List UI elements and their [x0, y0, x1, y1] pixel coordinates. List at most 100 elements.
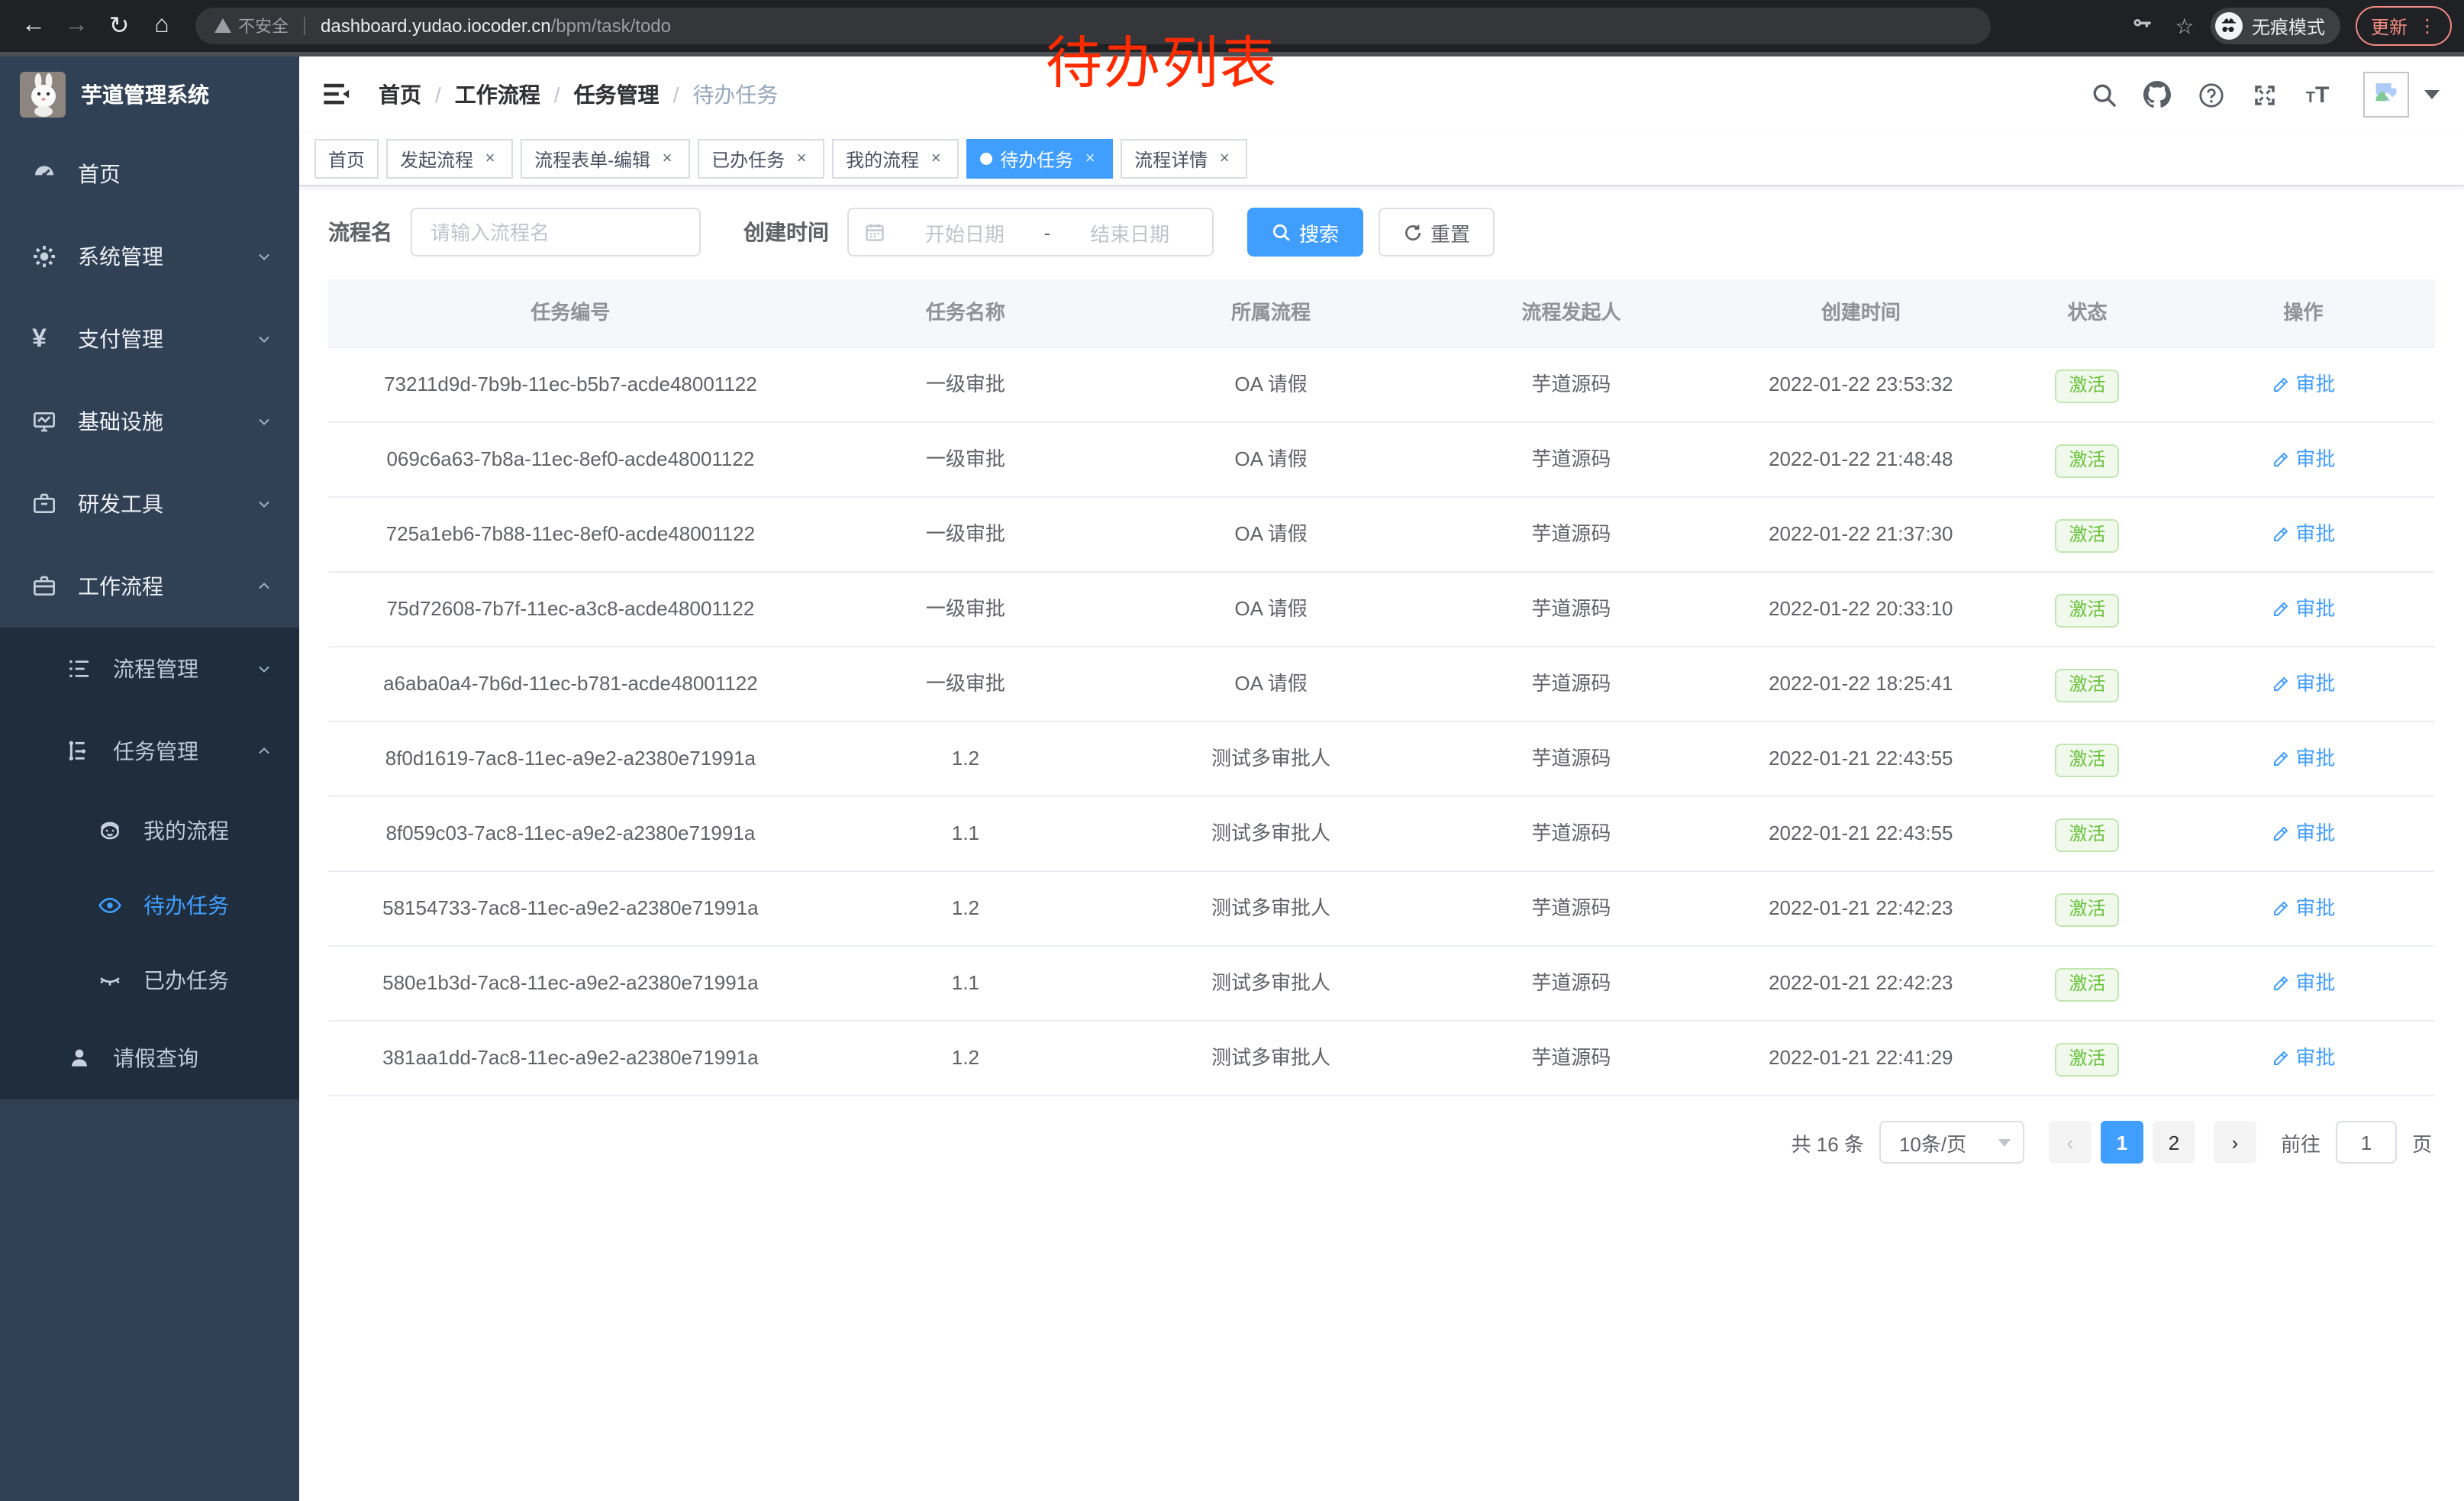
- sidebar-item-10[interactable]: 已办任务: [0, 942, 299, 1017]
- tab-4[interactable]: 我的流程 ×: [832, 139, 959, 179]
- bookmark-star-icon[interactable]: ☆: [2175, 13, 2195, 37]
- approve-link[interactable]: 审批: [2271, 647, 2335, 721]
- goto-page-input[interactable]: [2335, 1121, 2397, 1164]
- broken-image-icon: [2375, 83, 2398, 106]
- cell-create-time: 2022-01-22 18:25:41: [1769, 672, 1953, 695]
- cell-process: OA 请假: [1234, 373, 1308, 395]
- browser-home-icon[interactable]: ⌂: [154, 12, 169, 38]
- approve-link[interactable]: 审批: [2271, 348, 2335, 421]
- breadcrumb-item[interactable]: 工作流程: [454, 82, 540, 107]
- approve-link[interactable]: 审批: [2271, 573, 2335, 646]
- tab-6[interactable]: 流程详情 ×: [1121, 139, 1248, 179]
- cell-process: 测试多审批人: [1211, 1046, 1331, 1069]
- tab-label: 待办任务: [1000, 149, 1074, 170]
- approve-link[interactable]: 审批: [2271, 722, 2335, 796]
- tab-close-icon[interactable]: ×: [1085, 150, 1095, 168]
- chevron-up-icon: [255, 577, 273, 596]
- cell-starter: 芋道源码: [1531, 373, 1611, 395]
- approve-link[interactable]: 审批: [2271, 498, 2335, 571]
- status-badge: 激活: [2055, 967, 2120, 1002]
- fullscreen-icon[interactable]: [2250, 81, 2278, 108]
- column-header: 所属流程: [1231, 301, 1311, 324]
- chrome-update-button[interactable]: 更新 ⋮: [2355, 6, 2452, 46]
- sidebar-item-label: 支付管理: [78, 327, 163, 351]
- browser-reload-icon[interactable]: ↻: [108, 14, 130, 40]
- sidebar-item-label: 工作流程: [78, 574, 163, 599]
- page-button-2[interactable]: 2: [2152, 1121, 2195, 1164]
- cell-action: 审批: [2172, 573, 2435, 646]
- sidebar-item-6[interactable]: 流程管理: [0, 628, 299, 710]
- cell-starter: 芋道源码: [1531, 447, 1611, 470]
- next-page-button[interactable]: ›: [2213, 1121, 2256, 1164]
- chevron-down-icon: [255, 660, 273, 678]
- status-badge: 激活: [2055, 1042, 2120, 1077]
- sidebar-item-0[interactable]: 首页: [0, 133, 299, 215]
- end-date-placeholder[interactable]: 结束日期: [1090, 222, 1170, 245]
- column-header: 流程发起人: [1521, 301, 1621, 324]
- cell-action: 审批: [2172, 947, 2435, 1020]
- sidebar-collapse-icon[interactable]: [321, 78, 354, 111]
- cell-create-time: 2022-01-21 22:41:29: [1769, 1046, 1953, 1069]
- github-icon[interactable]: [2143, 81, 2171, 108]
- tab-close-icon[interactable]: ×: [485, 150, 495, 168]
- browser-forward-icon[interactable]: →: [64, 12, 89, 38]
- address-bar[interactable]: 不安全 dashboard.yudao.iocoder.cn/bpm/task/…: [195, 8, 1991, 44]
- cell-action: 审批: [2172, 348, 2435, 421]
- sidebar-item-3[interactable]: 基础设施: [0, 380, 299, 463]
- status-badge: 激活: [2055, 444, 2120, 478]
- browser-back-icon[interactable]: ←: [21, 12, 46, 38]
- cell-task-id: 725a1eb6-7b88-11ec-8ef0-acde48001122: [385, 522, 756, 545]
- chevron-down-icon: [255, 330, 273, 348]
- chrome-menu-icon[interactable]: ⋮: [2418, 15, 2437, 37]
- tab-2[interactable]: 流程表单-编辑 ×: [521, 139, 691, 179]
- help-icon[interactable]: [2197, 81, 2224, 108]
- prev-page-button[interactable]: ‹: [2048, 1121, 2091, 1164]
- tab-close-icon[interactable]: ×: [1219, 150, 1230, 168]
- cell-starter: 芋道源码: [1531, 522, 1611, 545]
- page-size-select[interactable]: 10条/页: [1879, 1121, 2024, 1164]
- sidebar-item-8[interactable]: 我的流程: [0, 792, 299, 867]
- user-menu-caret-icon[interactable]: [2424, 90, 2440, 99]
- page-button-1[interactable]: 1: [2100, 1121, 2143, 1164]
- approve-link[interactable]: 审批: [2271, 947, 2335, 1020]
- sidebar-item-7[interactable]: 任务管理: [0, 710, 299, 792]
- user-avatar[interactable]: [2363, 72, 2409, 118]
- passwords-key-icon[interactable]: [2125, 13, 2159, 39]
- tab-label: 发起流程: [400, 149, 474, 170]
- status-badge: 激活: [2055, 893, 2120, 927]
- breadcrumb-item[interactable]: 首页: [379, 82, 421, 107]
- approve-link[interactable]: 审批: [2271, 423, 2335, 496]
- sidebar-item-4[interactable]: 研发工具: [0, 463, 299, 545]
- approve-link[interactable]: 审批: [2271, 872, 2335, 945]
- tab-close-icon[interactable]: ×: [662, 150, 672, 168]
- sidebar-item-9[interactable]: 待办任务: [0, 867, 299, 942]
- reset-button[interactable]: 重置: [1379, 208, 1495, 257]
- process-name-input[interactable]: [411, 208, 701, 257]
- approve-link[interactable]: 审批: [2271, 797, 2335, 870]
- cell-task-name: 一级审批: [925, 522, 1005, 545]
- tab-0[interactable]: 首页: [314, 139, 379, 179]
- sidebar-item-1[interactable]: 系统管理: [0, 215, 299, 298]
- tab-close-icon[interactable]: ×: [796, 150, 807, 168]
- approve-link[interactable]: 审批: [2271, 1022, 2335, 1095]
- date-range-picker[interactable]: 开始日期 - 结束日期: [847, 208, 1214, 257]
- sidebar-item-2[interactable]: ¥ 支付管理: [0, 298, 299, 380]
- start-date-placeholder[interactable]: 开始日期: [924, 222, 1005, 245]
- search-icon[interactable]: [2090, 81, 2117, 108]
- breadcrumb-item: 待办任务: [692, 82, 779, 107]
- cell-starter: 芋道源码: [1531, 597, 1611, 620]
- tab-3[interactable]: 已办任务 ×: [698, 139, 825, 179]
- yen-icon: ¥: [32, 324, 47, 353]
- sidebar-item-5[interactable]: 工作流程: [0, 545, 299, 628]
- search-button[interactable]: 搜索: [1247, 208, 1364, 257]
- breadcrumb-item[interactable]: 任务管理: [573, 82, 660, 107]
- sidebar-item-11[interactable]: 请假查询: [0, 1017, 299, 1099]
- status-badge: 激活: [2055, 593, 2120, 628]
- tab-1[interactable]: 发起流程 ×: [386, 139, 514, 179]
- tab-close-icon[interactable]: ×: [930, 150, 941, 168]
- not-secure-warning[interactable]: 不安全: [214, 14, 289, 38]
- tab-5[interactable]: 待办任务 ×: [966, 139, 1114, 179]
- cell-starter: 芋道源码: [1531, 822, 1611, 844]
- app-logo-row[interactable]: 芋道管理系统: [0, 56, 299, 133]
